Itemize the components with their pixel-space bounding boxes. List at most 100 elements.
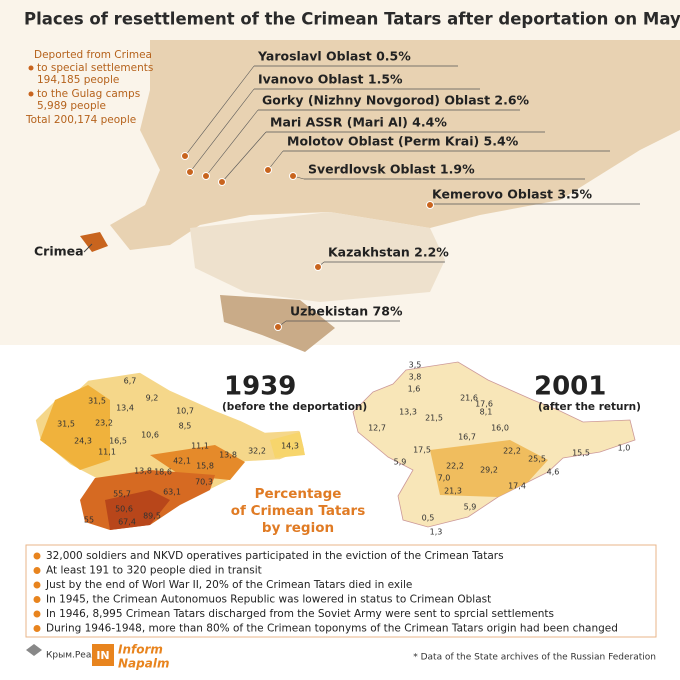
region-label: 4,6 xyxy=(547,468,560,477)
region-label: 29,2 xyxy=(480,466,498,475)
deported-count: 194,185 people xyxy=(37,74,119,86)
region-label: 10,6 xyxy=(141,431,159,440)
logo-text: IN xyxy=(96,649,109,662)
region-label: 31,5 xyxy=(88,397,106,406)
note-2001: (after the return) xyxy=(538,401,641,413)
place-dot xyxy=(314,263,322,271)
deported-total: Total 200,174 people xyxy=(25,114,136,126)
origin-label: Crimea xyxy=(34,244,84,259)
map-1939 xyxy=(34,371,306,531)
kazakhstan-shape xyxy=(190,212,445,302)
deported-count: 5,989 people xyxy=(37,100,106,112)
region-label: 21,5 xyxy=(425,414,443,423)
region-label: 1,0 xyxy=(618,444,631,453)
region-label: 89,5 xyxy=(143,512,161,521)
bullet xyxy=(33,625,41,632)
region-label: 8,1 xyxy=(480,408,493,417)
logo-text: Inform xyxy=(118,643,163,657)
region-label: 17,5 xyxy=(413,446,431,455)
region-fill xyxy=(40,385,110,470)
place-dot xyxy=(426,201,434,209)
region-label: 50,6 xyxy=(115,505,133,514)
place-label: Mari ASSR (Mari Al) 4.4% xyxy=(270,115,447,130)
place-dot xyxy=(202,172,210,180)
region-label: 16,0 xyxy=(491,424,509,433)
region-label: 12,7 xyxy=(368,424,386,433)
region-label: 23,2 xyxy=(95,419,113,428)
region-label: 67,4 xyxy=(118,518,136,527)
note-1939: (before the deportation) xyxy=(222,401,367,413)
logo-icon xyxy=(26,644,42,656)
region-label: 24,3 xyxy=(74,437,92,446)
place-dot xyxy=(181,152,189,160)
region-label: 16,5 xyxy=(109,437,127,446)
fact: At least 191 to 320 people died in trans… xyxy=(46,565,262,577)
legend-line: by region xyxy=(262,520,334,536)
legend-line: Percentage xyxy=(255,486,342,502)
logo-text: Крым.Реалии xyxy=(46,651,109,661)
russia-shape xyxy=(110,40,680,250)
region-label: 13,4 xyxy=(116,404,134,413)
place-dot xyxy=(186,168,194,176)
origin-leader xyxy=(83,243,93,253)
region-label: 17,6 xyxy=(475,400,493,409)
leader-line xyxy=(221,131,267,183)
region-label: 22,2 xyxy=(446,462,464,471)
bullet xyxy=(28,65,34,71)
region-label: 6,7 xyxy=(124,377,137,386)
region-label: 15,8 xyxy=(196,462,214,471)
legend-line: of Crimean Tatars xyxy=(231,503,366,519)
fact: Just by the end of Worl War II, 20% of t… xyxy=(45,579,412,591)
region-label: 9,2 xyxy=(146,394,159,403)
map-2001 xyxy=(352,361,636,528)
place-dot xyxy=(264,166,272,174)
region-label: 1,6 xyxy=(408,385,421,394)
region-label: 8,5 xyxy=(179,422,192,431)
place-label: Molotov Oblast (Perm Krai) 5.4% xyxy=(287,134,519,149)
region-label: 13,8 xyxy=(219,451,237,460)
region-fill xyxy=(150,445,245,480)
region-label: 14,3 xyxy=(281,442,299,451)
region-label: 22,2 xyxy=(503,447,521,456)
place-label: Ivanovo Oblast 1.5% xyxy=(258,72,403,87)
place-label: Kemerovo Oblast 3.5% xyxy=(432,187,592,202)
region-fill xyxy=(430,440,548,497)
facts: 32,000 soldiers and NKVD operatives part… xyxy=(33,550,618,635)
crimea-shape xyxy=(80,232,108,252)
bullet xyxy=(33,567,41,574)
fact: During 1946-1948, more than 80% of the C… xyxy=(46,623,618,635)
place-dot xyxy=(289,172,297,180)
region-label: 7,0 xyxy=(438,474,451,483)
place-label: Gorky (Nizhny Novgorod) Oblast 2.6% xyxy=(262,93,530,108)
region-label: 18,6 xyxy=(154,468,172,477)
bullet xyxy=(33,610,41,618)
place-label: Kazakhstan 2.2% xyxy=(328,245,449,260)
region-label: 55 xyxy=(84,516,94,525)
region-label: 63,1 xyxy=(163,488,181,497)
bullet xyxy=(33,581,41,589)
region-label: 17,4 xyxy=(508,482,526,491)
place-dot xyxy=(274,323,282,331)
region-labels: 6,7 9,2 31,5 13,4 10,7 31,5 23,2 8,5 24,3 10,6 16,… xyxy=(57,361,630,537)
region-fill xyxy=(105,490,170,530)
place-dot xyxy=(218,178,226,186)
bullet xyxy=(28,91,34,97)
region-label: 5,9 xyxy=(464,503,477,512)
region-label: 13,8 xyxy=(134,467,152,476)
bullet xyxy=(33,596,41,603)
place-label: Uzbekistan 78% xyxy=(290,304,403,319)
places: Yaroslavl Oblast 0.5% Ivanovo Oblast 1.5%… xyxy=(181,49,640,331)
logo-text: Napalm xyxy=(118,657,169,671)
fact: 32,000 soldiers and NKVD operatives part… xyxy=(46,550,504,562)
title: Places of resettlement of the Crimean Ta… xyxy=(24,10,680,29)
region-label: 3,8 xyxy=(409,373,422,382)
region-label: 1,3 xyxy=(430,528,443,537)
region-label: 11,1 xyxy=(191,442,209,451)
fact: In 1945, the Crimean Autonomuos Republic… xyxy=(46,594,491,606)
fact: In 1946, 8,995 Crimean Tatars discharged… xyxy=(46,608,554,620)
region-label: 21,6 xyxy=(460,394,478,403)
region-label: 10,7 xyxy=(176,407,194,416)
region-label: 55,7 xyxy=(113,490,131,499)
region-label: 13,3 xyxy=(399,408,417,417)
